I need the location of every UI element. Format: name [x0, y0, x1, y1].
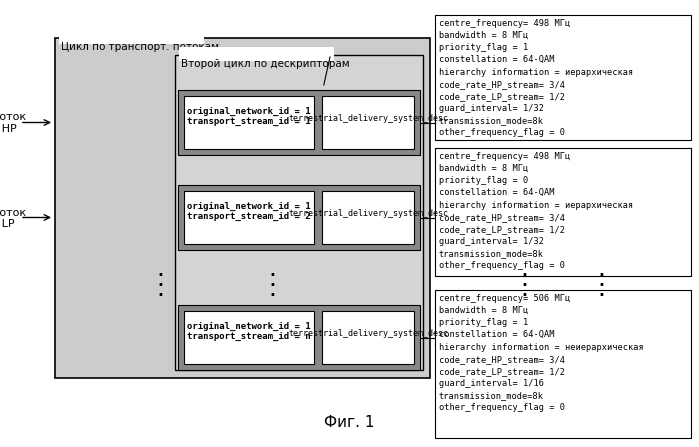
- Bar: [435, 290, 691, 438]
- Text: ·: ·: [598, 284, 605, 308]
- Bar: [178, 185, 420, 250]
- Text: ·: ·: [268, 284, 277, 308]
- Text: ·: ·: [268, 274, 277, 298]
- Text: Цикл по транспорт. потокам: Цикл по транспорт. потокам: [61, 42, 219, 52]
- Text: terrestrial_delivery_system_desc: terrestrial_delivery_system_desc: [288, 209, 448, 218]
- Text: ·: ·: [521, 264, 528, 288]
- Bar: [184, 311, 314, 364]
- Text: centre_frequency= 506 МГц
bandwidth = 8 МГц
priority_flag = 1
constellation = 64: centre_frequency= 506 МГц bandwidth = 8 …: [439, 294, 644, 412]
- Text: centre_frequency= 498 МГц
bandwidth = 8 МГц
priority_flag = 0
constellation = 64: centre_frequency= 498 МГц bandwidth = 8 …: [439, 152, 633, 270]
- Text: ·: ·: [598, 274, 605, 298]
- Bar: [322, 96, 414, 149]
- Text: Поток
с HP: Поток с HP: [0, 113, 27, 134]
- Text: ·: ·: [521, 274, 528, 298]
- Text: ·: ·: [156, 264, 164, 288]
- Bar: [184, 96, 314, 149]
- Text: centre_frequency= 498 МГц
bandwidth = 8 МГц
priority_flag = 1
constellation = 64: centre_frequency= 498 МГц bandwidth = 8 …: [439, 19, 633, 137]
- Bar: [322, 311, 414, 364]
- Bar: [178, 305, 420, 370]
- Bar: [55, 38, 430, 378]
- Text: ·: ·: [268, 264, 277, 288]
- Text: original_network_id = 1
transport_stream_id = 2: original_network_id = 1 transport_stream…: [187, 202, 311, 221]
- Text: Второй цикл по дескрипторам: Второй цикл по дескрипторам: [181, 59, 350, 69]
- Text: ·: ·: [156, 284, 164, 308]
- Bar: [322, 191, 414, 244]
- Bar: [435, 15, 691, 140]
- Bar: [59, 30, 204, 44]
- Text: ·: ·: [598, 264, 605, 288]
- Bar: [175, 55, 423, 370]
- Bar: [184, 191, 314, 244]
- Text: ·: ·: [521, 284, 528, 308]
- Text: terrestrial_delivery_system_desc: terrestrial_delivery_system_desc: [288, 114, 448, 123]
- Bar: [178, 90, 420, 155]
- Text: Поток
с LP: Поток с LP: [0, 207, 27, 229]
- Text: ·: ·: [156, 274, 164, 298]
- Text: terrestrial_delivery_system_desc: terrestrial_delivery_system_desc: [288, 329, 448, 338]
- Text: original_network_id = 1
transport_stream_id = 1: original_network_id = 1 transport_stream…: [187, 107, 311, 127]
- Bar: [435, 148, 691, 276]
- Text: original_network_id = 1
transport_stream_id = n: original_network_id = 1 transport_stream…: [187, 322, 311, 342]
- Text: Фиг. 1: Фиг. 1: [324, 415, 375, 430]
- Bar: [179, 47, 334, 61]
